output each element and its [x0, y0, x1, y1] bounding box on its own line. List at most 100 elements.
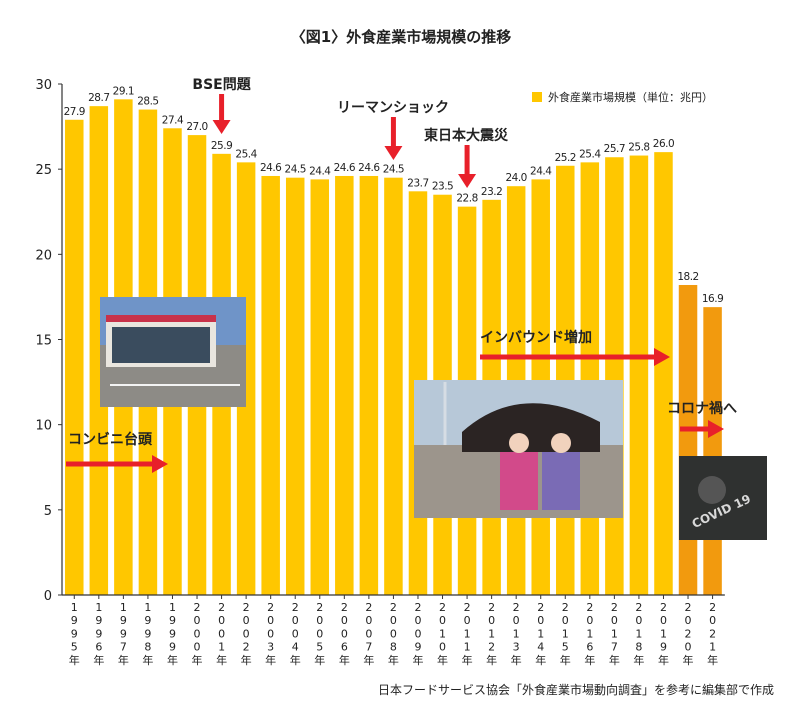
bar	[703, 307, 722, 595]
data-label: 24.5	[285, 164, 306, 176]
data-label: 25.4	[235, 148, 257, 160]
data-label: 29.1	[113, 85, 134, 97]
y-tick-label: 25	[35, 163, 52, 178]
data-label: 24.4	[530, 165, 552, 177]
photo-store-window	[112, 327, 210, 363]
photo-kimono-left	[500, 452, 538, 510]
photo-store-sign	[106, 315, 216, 322]
data-label: 24.6	[358, 162, 380, 174]
data-label: 28.7	[88, 92, 109, 104]
inbound-arrow-head	[654, 348, 670, 366]
annotation-earthquake: 東日本大震災	[424, 127, 509, 144]
annotation-inbound: インバウンド増加	[480, 329, 592, 346]
bar	[285, 177, 305, 595]
data-label: 23.7	[407, 177, 428, 189]
data-label: 25.4	[579, 148, 601, 160]
photo-kimono-right	[542, 452, 580, 510]
y-tick-label: 20	[35, 248, 52, 263]
data-label: 24.6	[334, 162, 356, 174]
bar	[678, 284, 698, 595]
photo-face-left	[509, 433, 529, 453]
data-label: 22.8	[456, 193, 477, 205]
annotation-bse: BSE問題	[192, 77, 251, 93]
data-label: 23.5	[432, 181, 453, 193]
data-label: 24.6	[260, 162, 282, 174]
data-label: 27.9	[64, 106, 85, 118]
bar	[654, 152, 673, 595]
data-label: 25.9	[211, 140, 232, 152]
data-label: 28.5	[137, 96, 158, 108]
y-tick-label: 0	[44, 589, 52, 604]
chart-title: 〈図1〉外食産業市場規模の推移	[291, 28, 511, 46]
data-label: 25.2	[555, 152, 576, 164]
bar	[359, 175, 379, 596]
bar	[310, 179, 330, 596]
photo-virus	[698, 476, 726, 504]
data-label: 18.2	[677, 271, 698, 283]
bar	[65, 119, 84, 596]
data-label: 24.4	[309, 165, 331, 177]
convenience-arrow-head	[152, 455, 168, 473]
data-label: 27.0	[186, 121, 207, 133]
data-label: 27.4	[162, 114, 184, 126]
covid-arrow-head	[708, 420, 724, 438]
bar	[335, 175, 354, 596]
data-label: 24.5	[383, 164, 404, 176]
y-tick-label: 10	[35, 419, 52, 434]
bar	[261, 175, 280, 596]
data-label: 16.9	[702, 293, 723, 305]
legend-swatch	[532, 92, 542, 102]
y-tick-label: 30	[35, 78, 52, 93]
annotation-covid: コロナ禍へ	[667, 400, 737, 417]
bse-arrow-head	[212, 120, 231, 134]
earthquake-arrow-head	[458, 174, 477, 188]
bar	[629, 155, 649, 596]
data-label: 25.7	[604, 143, 625, 155]
y-tick-label: 15	[35, 334, 52, 349]
bar	[89, 106, 109, 595]
bar	[384, 177, 403, 595]
y-tick-label: 5	[44, 504, 52, 519]
legend-label: 外食産業市場規模（単位：兆円）	[548, 90, 713, 104]
lehman-arrow-head	[384, 146, 403, 160]
data-label: 25.8	[628, 142, 649, 154]
annotation-convenience: コンビニ台頭	[68, 431, 153, 448]
data-label: 23.2	[481, 186, 502, 198]
data-label: 24.0	[505, 172, 526, 184]
data-label: 26.0	[653, 138, 674, 150]
annotation-lehman: リーマンショック	[337, 100, 449, 116]
bar	[605, 157, 624, 595]
bar	[580, 162, 600, 595]
photo-face-right	[551, 433, 571, 453]
source-note: 日本フードサービス協会「外食産業市場動向調査」を参考に編集部で作成	[378, 682, 774, 697]
bar	[236, 162, 256, 595]
